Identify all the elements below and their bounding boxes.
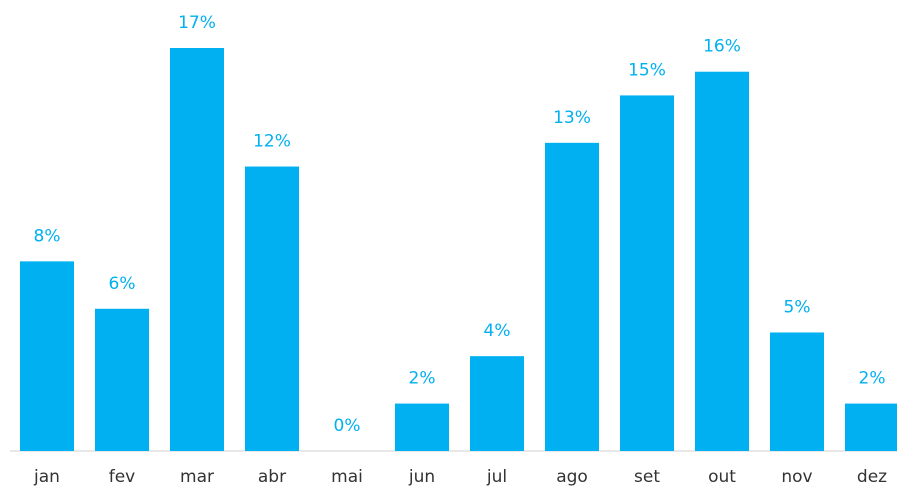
bar	[170, 48, 224, 451]
bar	[620, 95, 674, 451]
x-tick-label: set	[634, 467, 660, 487]
x-tick-label: fev	[109, 467, 136, 487]
bar	[545, 142, 599, 451]
data-label: 17%	[178, 13, 216, 33]
data-label: 2%	[859, 369, 886, 389]
data-label: 0%	[334, 416, 361, 436]
data-label: 5%	[784, 297, 811, 317]
x-tick-label: ago	[556, 467, 588, 487]
data-label: 4%	[484, 321, 511, 341]
data-label: 2%	[409, 369, 436, 389]
bar	[470, 356, 524, 451]
x-tick-label: abr	[258, 467, 286, 487]
bar	[845, 403, 897, 451]
bar	[95, 308, 149, 451]
data-label: 8%	[34, 226, 61, 246]
bar	[695, 71, 749, 452]
data-label: 13%	[553, 108, 591, 128]
bar	[395, 403, 449, 451]
bar	[245, 166, 299, 451]
x-tick-label: jan	[33, 467, 60, 487]
x-tick-label: nov	[781, 467, 812, 487]
x-tick-label: jun	[408, 467, 435, 487]
x-tick-label: dez	[857, 467, 887, 487]
data-label: 15%	[628, 60, 666, 80]
x-tick-label: out	[708, 467, 736, 487]
bar	[20, 261, 74, 451]
x-tick-label: mar	[180, 467, 214, 487]
data-label: 12%	[253, 132, 291, 152]
x-tick-label: mai	[331, 467, 363, 487]
bar	[770, 332, 824, 451]
data-label: 16%	[703, 37, 741, 57]
x-tick-label: jul	[486, 467, 507, 487]
data-label: 6%	[109, 274, 136, 294]
